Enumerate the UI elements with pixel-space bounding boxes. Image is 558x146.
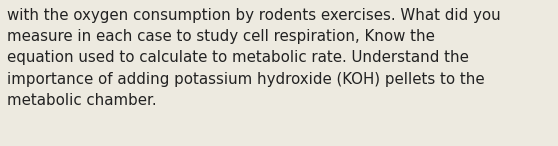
Text: with the oxygen consumption by rodents exercises. What did you
measure in each c: with the oxygen consumption by rodents e… bbox=[7, 8, 501, 108]
